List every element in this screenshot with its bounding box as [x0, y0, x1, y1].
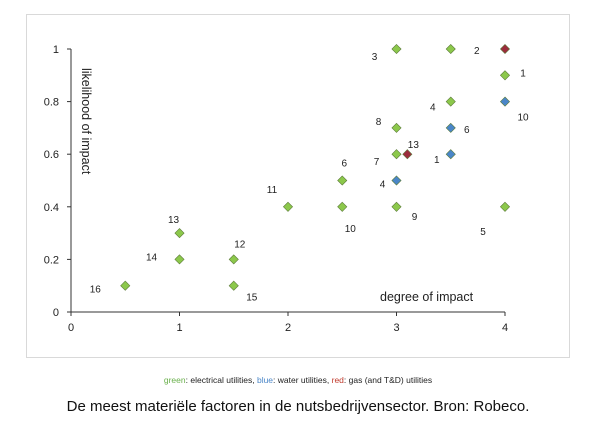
data-point: [228, 280, 239, 291]
data-point: [499, 201, 511, 212]
data-point: [391, 149, 402, 160]
x-tick-label: 2: [285, 322, 291, 334]
point-label: 16: [90, 285, 102, 296]
legend-green-word: green: [163, 375, 186, 385]
y-tick-label: 0.2: [44, 254, 59, 266]
point-label: 3: [372, 52, 378, 63]
legend: green: electrical utilities, blue: water…: [0, 375, 596, 385]
legend-red-word: red: [331, 375, 344, 385]
y-tick-label: 0.4: [44, 202, 59, 214]
data-point: [337, 175, 348, 186]
data-point: [499, 43, 511, 55]
x-tick-label: 3: [393, 322, 399, 334]
data-point: [445, 43, 456, 55]
data-point: [391, 175, 402, 186]
figure-caption: De meest materiële factoren in de nutsbe…: [66, 398, 530, 415]
data-point: [391, 43, 402, 55]
data-point: [402, 149, 413, 160]
data-point: [120, 280, 131, 291]
data-point: [445, 96, 456, 107]
point-label: 6: [464, 125, 470, 136]
point-label: 10: [517, 113, 529, 124]
point-label: 12: [234, 239, 246, 250]
legend-green-text: : electrical utilities,: [185, 375, 257, 385]
x-tick-label: 0: [68, 322, 74, 334]
point-label: 13: [168, 215, 180, 226]
data-point: [337, 201, 348, 212]
point-label: 1: [434, 155, 440, 166]
point-label: 13: [408, 140, 420, 151]
x-tick-label: 4: [502, 322, 508, 334]
point-label: 8: [376, 117, 382, 128]
y-tick-label: 0.8: [44, 97, 59, 109]
chart-frame: [26, 14, 570, 358]
x-tick-label: 1: [176, 322, 182, 334]
point-label: 4: [430, 103, 436, 114]
point-label: 10: [345, 224, 357, 235]
point-label: 6: [341, 159, 347, 170]
data-point: [228, 254, 239, 265]
y-tick-label: 1: [53, 44, 59, 56]
point-label: 14: [146, 252, 158, 263]
point-label: 4: [380, 180, 386, 191]
data-point: [282, 201, 294, 212]
point-label: 2: [474, 46, 480, 57]
point-label: 9: [412, 212, 418, 223]
data-point: [445, 122, 456, 133]
data-point: [174, 254, 185, 265]
tick-labels: 0 1 2 3 400.20.40.60.81: [44, 44, 508, 334]
axes: [67, 48, 506, 316]
data-point: [174, 228, 185, 239]
point-label: 11: [267, 185, 278, 196]
data-points: [120, 43, 511, 291]
data-point: [391, 201, 402, 212]
point-label: 7: [374, 157, 380, 168]
data-point: [445, 149, 456, 160]
legend-red-text: : gas (and T&D) utilities: [343, 375, 433, 385]
y-axis-title: likelihood of impact: [79, 68, 93, 175]
legend-blue-word: blue: [256, 375, 274, 385]
point-label: 15: [246, 293, 258, 304]
point-label: 5: [480, 227, 486, 238]
y-tick-label: 0: [53, 307, 59, 319]
scatter-chart: 0 1 2 3 400.20.40.60.81 16141312151161038792…: [44, 43, 529, 334]
data-point: [499, 70, 511, 81]
data-point: [391, 122, 402, 133]
y-tick-label: 0.6: [44, 149, 59, 161]
data-point: [499, 96, 511, 107]
legend-blue-text: : water utilities,: [273, 375, 332, 385]
point-label: 1: [520, 68, 526, 79]
x-axis-title: degree of impact: [380, 290, 474, 304]
